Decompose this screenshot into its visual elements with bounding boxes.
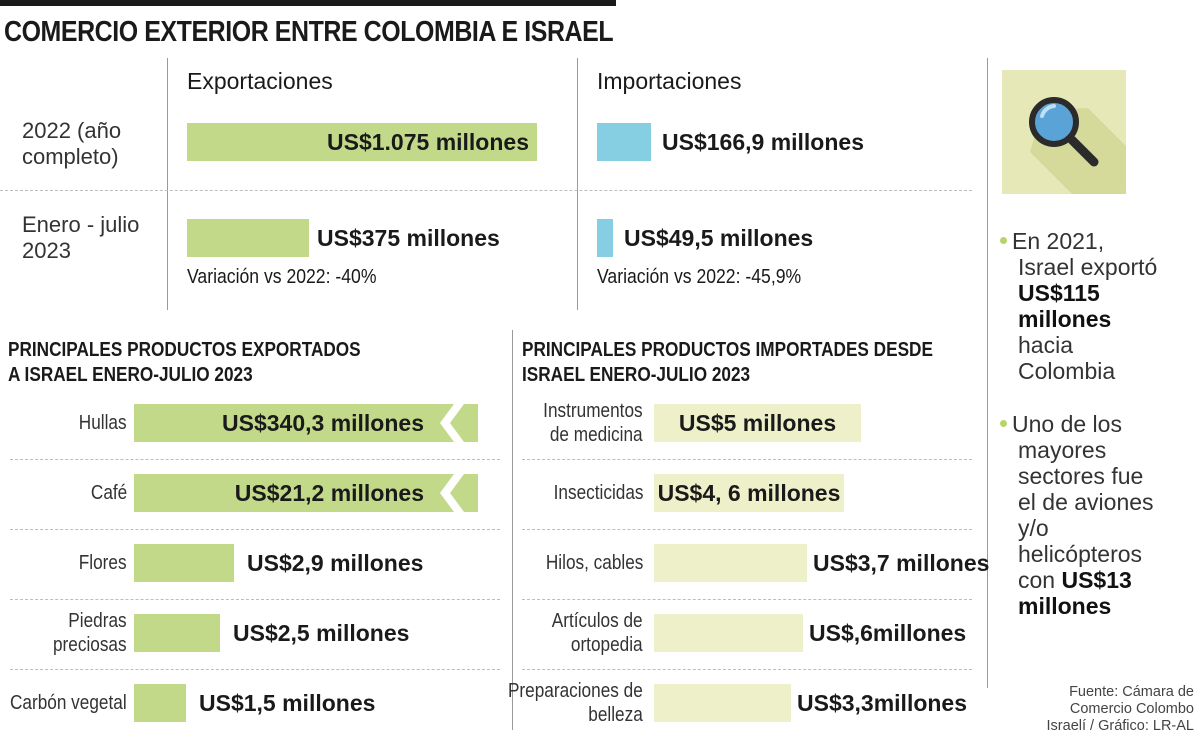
row-divider [10, 599, 500, 600]
imported-products-title: PRINCIPALES PRODUCTOS IMPORTADES DESDE I… [522, 339, 933, 386]
export-product-bar [134, 614, 220, 652]
product-label: Insecticidas [553, 482, 643, 504]
page-title: COMERCIO EXTERIOR ENTRE COLOMBIA E ISRAE… [4, 16, 614, 48]
exported-products-title: PRINCIPALES PRODUCTOS EXPORTADOS A ISRAE… [8, 339, 361, 386]
import-product-bar [654, 684, 791, 722]
import-product-bar [654, 404, 861, 442]
import-bar [597, 123, 651, 161]
export-product-value: US$21,2 millones [234, 480, 424, 506]
product-label: Hullas [79, 412, 127, 434]
divider-vertical-products [512, 330, 513, 730]
bullet-icon [1000, 420, 1007, 427]
export-product-bar [134, 544, 234, 582]
import-bar [597, 219, 613, 257]
export-product-value: US$1,5 millones [199, 690, 376, 716]
export-value-label: US$1.075 millones [327, 129, 529, 155]
row-divider [10, 459, 500, 460]
bullet-icon [1000, 237, 1007, 244]
export-product-value: US$2,5 millones [233, 620, 410, 646]
import-product-value: US$3,7 millones [813, 550, 990, 576]
export-bar [187, 219, 309, 257]
row-divider [0, 190, 972, 191]
row-divider [522, 669, 972, 670]
sidebar-fact-2: Uno de los mayores sectores fue el de av… [1000, 411, 1200, 619]
row-divider [522, 459, 972, 460]
product-label: Flores [79, 552, 127, 574]
import-product-bar [654, 474, 844, 512]
import-product-bar [654, 544, 807, 582]
imports-header: Importaciones [597, 68, 742, 94]
import-product-value: US$,6millones [809, 620, 967, 646]
exports-variation: Variación vs 2022: -40% [187, 266, 377, 288]
product-label: Preparaciones de belleza [508, 680, 643, 726]
magnifier-icon [1002, 70, 1126, 194]
export-product-bar [134, 404, 454, 442]
divider-vertical-sidebar [987, 58, 988, 688]
product-label: Carbón vegetal [10, 692, 127, 714]
row-divider [10, 669, 500, 670]
row-divider [522, 529, 972, 530]
import-value-label: US$166,9 millones [662, 129, 864, 155]
product-label: Hilos, cables [545, 552, 643, 574]
imports-variation: Variación vs 2022: -45,9% [597, 266, 802, 288]
sidebar-fact-1: En 2021, Israel exportó US$115 millones … [1000, 228, 1200, 384]
exports-header: Exportaciones [187, 68, 333, 94]
export-value-label: US$375 millones [317, 225, 500, 251]
top-rule [0, 0, 616, 6]
period-label-2023: Enero - julio 2023 [22, 212, 140, 263]
import-product-value: US$5 millones [678, 410, 837, 436]
export-product-bar [134, 684, 186, 722]
product-label: Piedras preciosas [53, 610, 127, 656]
import-value-label: US$49,5 millones [624, 225, 814, 251]
source-note: Fuente: Cámara de Comercio Colombo Israe… [1046, 684, 1194, 734]
divider-vertical [577, 58, 578, 310]
product-label: Instrumentos de medicina [543, 400, 643, 446]
product-label: Artículos de ortopedia [552, 610, 643, 656]
import-product-bar [654, 614, 803, 652]
divider-vertical [167, 58, 168, 310]
import-product-value: US$4, 6 millones [657, 480, 841, 506]
export-bar [187, 123, 537, 161]
export-product-value: US$340,3 millones [222, 410, 424, 436]
export-product-value: US$2,9 millones [247, 550, 424, 576]
period-label-2022: 2022 (año completo) [22, 118, 122, 169]
row-divider [10, 529, 500, 530]
product-label: Café [90, 482, 127, 504]
import-product-value: US$3,3millones [797, 690, 968, 716]
export-product-bar [134, 474, 454, 512]
row-divider [522, 599, 972, 600]
